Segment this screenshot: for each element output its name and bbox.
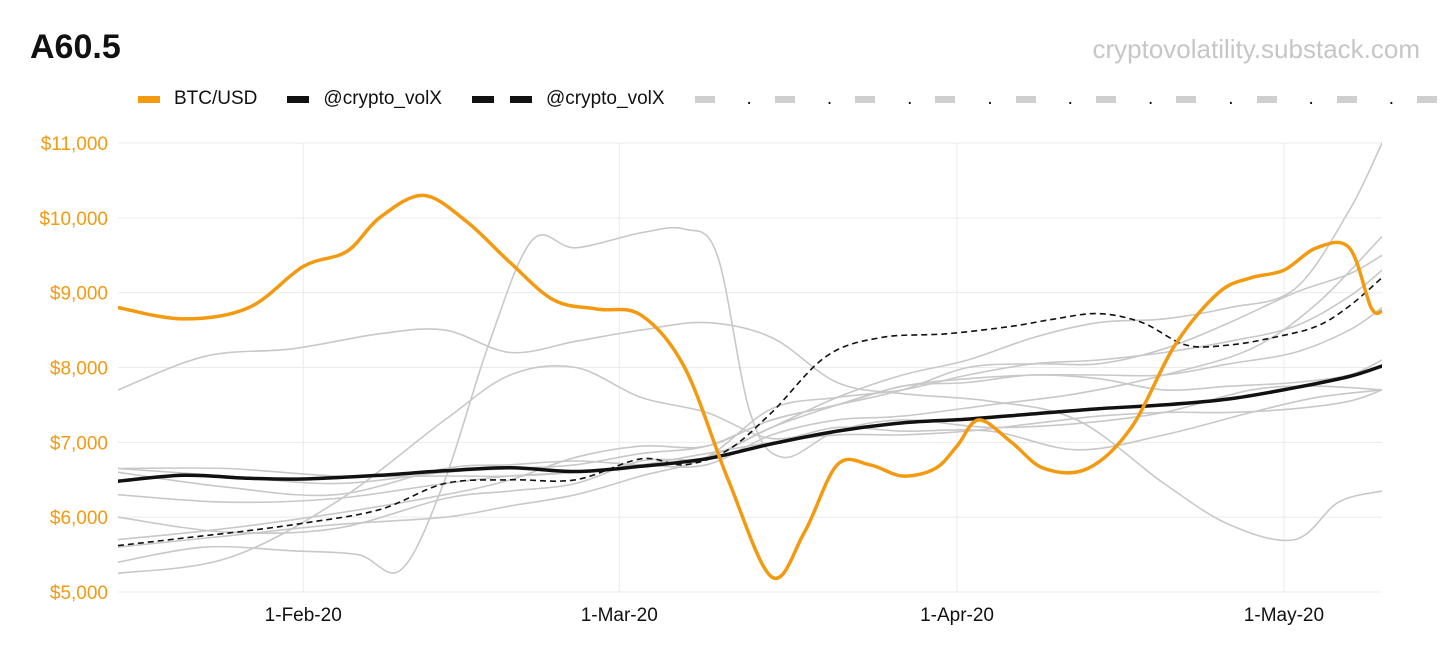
y-tick-label: $7,000 [50, 433, 108, 454]
legend-swatch-grey [1336, 95, 1357, 103]
legend-item-volx-dashed[interactable]: @crypto_volX [471, 88, 665, 110]
legend-label-grey: . [1228, 88, 1234, 109]
legend-swatch-grey [694, 95, 715, 103]
legend-item-grey[interactable]: . [1256, 88, 1314, 110]
series-line-grey-8 [118, 359, 1382, 485]
legend-label-btc: BTC/USD [174, 88, 258, 109]
x-tick-label: 1-Mar-20 [581, 605, 658, 626]
legend-swatch-grey [1417, 95, 1438, 103]
x-tick-label: 1-Feb-20 [265, 605, 342, 626]
y-tick-label: $11,000 [41, 134, 108, 155]
series-line-crypto-volx-dashed [118, 277, 1382, 547]
legend-label-grey: . [987, 88, 993, 109]
legend-label-volx-solid: @crypto_volX [323, 88, 442, 109]
legend-item-grey[interactable]: . [1417, 88, 1456, 110]
legend-item-grey[interactable]: . [694, 88, 752, 110]
legend-item-volx-solid[interactable]: @crypto_volX [287, 88, 442, 110]
series-line-btc-usd [118, 193, 1382, 581]
x-tick-label: 1-May-20 [1244, 605, 1324, 626]
legend-item-grey[interactable]: . [1015, 88, 1073, 110]
legend-swatch-grey [1095, 95, 1116, 103]
legend-swatch-volx-dashed [471, 95, 532, 103]
series-line-grey-3 [118, 365, 1382, 575]
y-tick-label: $8,000 [50, 359, 108, 380]
series-line-grey-4 [118, 235, 1382, 497]
x-tick-label: 1-Apr-20 [920, 605, 994, 626]
legend-item-grey[interactable]: . [1336, 88, 1395, 110]
legend-swatch-grey [1256, 95, 1277, 103]
series-line-grey-5 [118, 269, 1382, 548]
series-line-grey-9 [118, 254, 1382, 541]
legend-swatch-grey [774, 95, 795, 103]
series-line-grey-1 [118, 321, 1382, 542]
legend-item-btc[interactable]: BTC/USD [138, 88, 257, 110]
legend-label-grey: . [1067, 88, 1073, 109]
legend-swatch-grey [855, 95, 876, 103]
legend-swatch-btc [138, 95, 160, 103]
series-line-grey-7 [118, 306, 1382, 535]
legend-swatch-grey [1176, 95, 1197, 103]
legend-label-grey: . [1388, 88, 1395, 109]
legend: BTC/USD @crypto_volX @crypto_volX ......… [138, 86, 1456, 112]
legend-item-grey[interactable]: . [774, 88, 833, 110]
legend-grey-group: .......... [694, 88, 1456, 110]
legend-item-grey[interactable]: . [1176, 88, 1234, 110]
y-tick-label: $10,000 [39, 209, 108, 230]
legend-label-grey: . [826, 88, 833, 109]
legend-swatch-grey [935, 95, 956, 103]
y-tick-label: $5,000 [50, 583, 108, 604]
legend-label-grey: . [1308, 88, 1314, 109]
series-line-grey-2 [118, 226, 1382, 574]
legend-item-grey[interactable]: . [935, 88, 993, 110]
legend-item-grey[interactable]: . [1095, 88, 1154, 110]
legend-label-grey: . [1147, 88, 1154, 109]
watermark: cryptovolatility.substack.com [1092, 34, 1420, 64]
series-line-crypto-volx [118, 364, 1382, 483]
legend-label-grey: . [907, 88, 913, 109]
legend-swatch-grey [1015, 95, 1036, 103]
legend-label-grey: . [746, 88, 752, 109]
series-line-grey-6 [118, 142, 1382, 504]
chart-title: A60.5 [30, 28, 121, 66]
y-tick-label: $9,000 [50, 284, 108, 305]
y-tick-label: $6,000 [50, 508, 108, 529]
legend-swatch-volx-solid [287, 95, 310, 103]
legend-label-volx-dashed: @crypto_volX [545, 88, 665, 109]
legend-item-grey[interactable]: . [855, 88, 912, 110]
